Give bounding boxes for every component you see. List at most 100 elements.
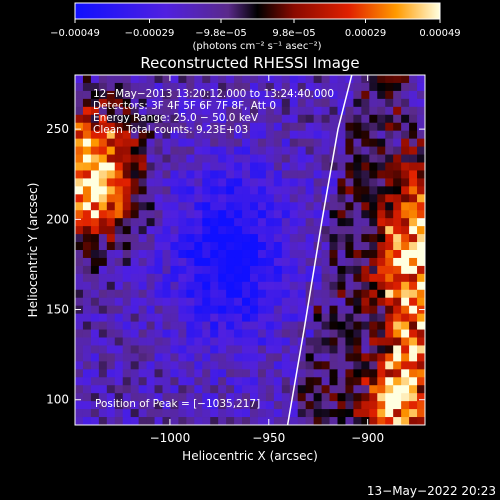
heatmap-cell bbox=[98, 297, 108, 307]
heatmap-cell bbox=[82, 210, 92, 219]
heatmap-cell bbox=[106, 82, 116, 92]
heatmap-cell bbox=[297, 281, 307, 291]
heatmap-cell bbox=[234, 202, 243, 211]
heatmap-cell bbox=[226, 122, 235, 132]
heatmap-cell bbox=[273, 329, 283, 338]
heatmap-cell bbox=[90, 114, 100, 124]
heatmap-cell bbox=[90, 162, 100, 171]
heatmap-cell bbox=[313, 250, 322, 259]
heatmap-cell bbox=[305, 377, 315, 386]
heatmap-cell bbox=[305, 337, 315, 346]
heatmap-cell bbox=[369, 218, 378, 227]
heatmap-cell bbox=[130, 329, 140, 338]
heatmap-cell bbox=[409, 170, 418, 179]
heatmap-cell bbox=[385, 162, 394, 171]
heatmap-cell bbox=[337, 202, 346, 211]
heatmap-cell bbox=[273, 281, 283, 291]
heatmap-cell bbox=[90, 170, 100, 179]
heatmap-cell bbox=[401, 114, 410, 124]
heatmap-cell bbox=[194, 210, 203, 219]
heatmap-cell bbox=[162, 353, 171, 362]
heatmap-cell bbox=[409, 345, 418, 354]
heatmap-cell bbox=[186, 162, 195, 171]
heatmap-cell bbox=[337, 377, 346, 386]
heatmap-cell bbox=[130, 130, 140, 140]
heatmap-cell bbox=[106, 186, 116, 195]
heatmap-cell bbox=[257, 377, 267, 386]
heatmap-cell bbox=[289, 210, 299, 219]
heatmap-cell bbox=[377, 210, 386, 219]
heatmap-cell bbox=[257, 226, 267, 235]
heatmap-cell bbox=[289, 289, 299, 299]
heatmap-cell bbox=[162, 361, 171, 370]
heatmap-cell bbox=[154, 242, 163, 251]
heatmap-cell bbox=[409, 186, 418, 195]
heatmap-cell bbox=[265, 82, 275, 92]
heatmap-cell bbox=[353, 242, 362, 251]
heatmap-cell bbox=[234, 210, 243, 219]
heatmap-cell bbox=[202, 242, 211, 251]
heatmap-cell bbox=[178, 417, 187, 425]
heatmap-cell bbox=[345, 146, 354, 155]
heatmap-cell bbox=[257, 234, 267, 243]
heatmap-cell bbox=[178, 265, 187, 275]
heatmap-cell bbox=[361, 226, 370, 235]
heatmap-cell bbox=[210, 329, 219, 338]
heatmap-cell bbox=[202, 82, 211, 92]
heatmap-cell bbox=[289, 265, 299, 275]
heatmap-cell bbox=[114, 234, 124, 243]
heatmap-cell bbox=[242, 114, 251, 124]
heatmap-cell bbox=[305, 106, 315, 116]
heatmap-cell bbox=[385, 226, 394, 235]
heatmap-cell bbox=[297, 194, 307, 203]
heatmap-cell bbox=[289, 281, 299, 291]
heatmap-cell bbox=[369, 265, 378, 275]
heatmap-cell bbox=[265, 257, 275, 267]
heatmap-cell bbox=[106, 305, 116, 315]
heatmap-cell bbox=[297, 106, 307, 116]
heatmap-cell bbox=[154, 409, 163, 418]
heatmap-cell bbox=[353, 385, 362, 394]
heatmap-cell bbox=[345, 210, 354, 219]
heatmap-cell bbox=[90, 265, 100, 275]
heatmap-cell bbox=[409, 281, 418, 291]
heatmap-cell bbox=[393, 202, 402, 211]
heatmap-cell bbox=[361, 210, 370, 219]
heatmap-cell bbox=[281, 329, 291, 338]
heatmap-cell bbox=[337, 162, 346, 171]
heatmap-cell bbox=[281, 106, 291, 116]
heatmap-cell bbox=[178, 82, 187, 92]
heatmap-cell bbox=[289, 313, 299, 322]
heatmap-cell bbox=[218, 313, 227, 322]
heatmap-cell bbox=[250, 242, 259, 251]
heatmap-cell bbox=[361, 194, 370, 203]
heatmap-cell bbox=[114, 369, 124, 378]
heatmap-cell bbox=[329, 178, 338, 187]
heatmap-cell bbox=[345, 202, 354, 211]
heatmap-cell bbox=[122, 234, 132, 243]
heatmap-cell bbox=[289, 377, 299, 386]
heatmap-cell bbox=[162, 297, 171, 307]
heatmap-cell bbox=[337, 138, 346, 147]
heatmap-cell bbox=[210, 138, 219, 147]
heatmap-cell bbox=[226, 146, 235, 155]
heatmap-cell bbox=[170, 178, 179, 187]
heatmap-cell bbox=[146, 250, 155, 259]
heatmap-cell bbox=[202, 130, 211, 140]
heatmap-cell bbox=[321, 377, 330, 386]
heatmap-cell bbox=[194, 98, 203, 108]
heatmap-cell bbox=[138, 369, 147, 378]
heatmap-cell bbox=[154, 369, 163, 378]
heatmap-cell bbox=[377, 273, 386, 283]
heatmap-cell bbox=[393, 409, 402, 418]
heatmap-cell bbox=[353, 329, 362, 338]
heatmap-cell bbox=[273, 242, 283, 251]
heatmap-cell bbox=[393, 273, 402, 283]
heatmap-cell bbox=[75, 186, 84, 195]
heatmap-cell bbox=[154, 377, 163, 386]
heatmap-cell bbox=[321, 242, 330, 251]
heatmap-cell bbox=[417, 273, 425, 283]
heatmap-cell bbox=[321, 98, 330, 108]
heatmap-cell bbox=[345, 385, 354, 394]
heatmap-cell bbox=[90, 305, 100, 315]
